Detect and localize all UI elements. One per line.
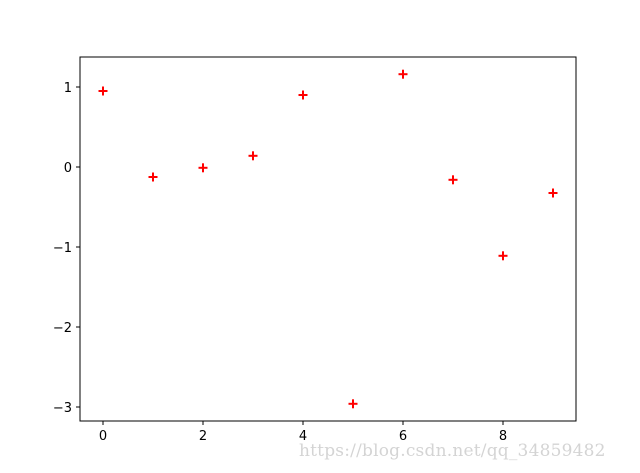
data-point [148,172,158,182]
data-point [198,163,208,173]
x-tick-label: 0 [99,429,107,444]
watermark: https://blog.csdn.net/qq_34859482 [299,441,606,461]
data-point [498,251,508,261]
x-tick-label: 6 [399,429,407,444]
data-point [348,399,358,409]
x-tick-label: 4 [299,429,307,444]
y-tick-label: 0 [64,161,72,176]
data-point [98,86,108,96]
data-point [398,69,408,79]
y-tick-label: −3 [53,401,72,416]
data-point [248,151,258,161]
y-tick-label: −2 [53,321,72,336]
x-tick-label: 2 [199,429,207,444]
data-point [548,188,558,198]
data-point [448,175,458,185]
x-tick-label: 8 [499,429,507,444]
y-tick-label: 1 [64,81,72,96]
axes-frame [79,56,577,422]
y-tick-label: −1 [53,241,72,256]
data-point [298,90,308,100]
